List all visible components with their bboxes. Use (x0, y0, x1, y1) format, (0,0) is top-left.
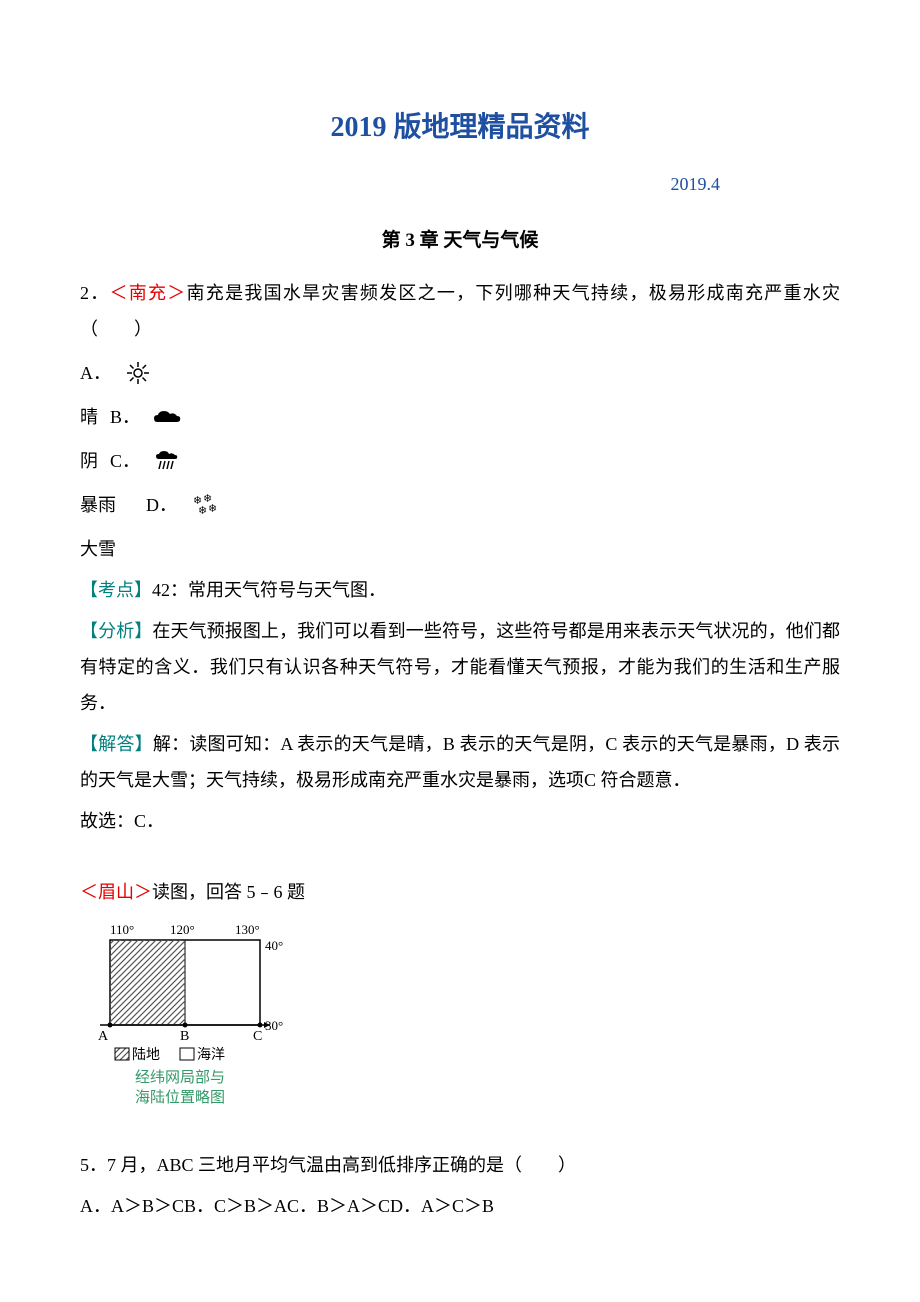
kaodian-label: 【考点】 (80, 580, 152, 600)
lon-120: 120° (170, 922, 195, 937)
q2-option-d: 暴雨 D． ❄ ❄ ❄ ❄ (80, 487, 840, 523)
svg-text:❄: ❄ (208, 503, 217, 515)
meishan-intro: ＜眉山＞读图，回答 5﹣6 题 (80, 874, 840, 910)
map-caption-2: 海陆位置略图 (135, 1089, 225, 1106)
point-b: B (180, 1029, 189, 1044)
q2-option-a: A． (80, 355, 840, 391)
q2-fenxi: 【分析】在天气预报图上，我们可以看到一些符号，这些符号都是用来表示天气状况的，他… (80, 613, 840, 721)
q2-guxuan: 故选：C． (80, 803, 840, 839)
legend-land: 陆地 (132, 1047, 160, 1063)
option-text: 晴 (80, 399, 98, 435)
jieda-label: 【解答】 (80, 734, 153, 754)
q2-option-d-text: 大雪 (80, 531, 840, 567)
map-caption-1: 经纬网局部与 (135, 1069, 225, 1086)
option-text: 阴 (80, 443, 98, 479)
document-title: 2019 版地理精品资料 (80, 100, 840, 156)
svg-text:❄: ❄ (198, 505, 207, 517)
spacer (80, 844, 840, 874)
q5-stem-text: 7 月，ABC 三地月平均气温由高到低排序正确的是（ ） (107, 1155, 576, 1175)
q2-kaodian: 【考点】42：常用天气符号与天气图． (80, 572, 840, 608)
q2-option-b: 晴 B． (80, 399, 840, 435)
meishan-tag: ＜眉山＞ (80, 882, 152, 902)
lon-110: 110° (110, 922, 134, 937)
lat-40: 40° (265, 938, 283, 953)
q2-stem: 2．＜南充＞南充是我国水旱灾害频发区之一，下列哪种天气持续，极易形成南充严重水灾… (80, 275, 840, 347)
q2-option-c: 阴 C． (80, 443, 840, 479)
option-label: C． (110, 443, 140, 479)
point-c: C (253, 1029, 262, 1044)
sunny-icon (123, 361, 153, 385)
q2-location-tag: ＜南充＞ (110, 283, 186, 303)
map-figure: 110° 120° 130° 40° 30° A B C 陆地 海洋 经纬网局部… (80, 920, 840, 1132)
jieda-text: 解：读图可知：A 表示的天气是晴，B 表示的天气是阴，C 表示的天气是暴雨，D … (80, 734, 840, 790)
point-a: A (98, 1029, 109, 1044)
fenxi-label: 【分析】 (80, 621, 152, 641)
option-label: B． (110, 399, 140, 435)
document-date: 2019.4 (80, 166, 840, 202)
chapter-title: 第 3 章 天气与气候 (80, 222, 840, 260)
q5-prefix: 5． (80, 1155, 107, 1175)
q5-options: A．A＞B＞CB．C＞B＞AC．B＞A＞CD．A＞C＞B (80, 1188, 840, 1224)
option-text: 暴雨 (80, 487, 116, 523)
q2-jieda: 【解答】解：读图可知：A 表示的天气是晴，B 表示的天气是阴，C 表示的天气是暴… (80, 726, 840, 798)
lon-130: 130° (235, 922, 260, 937)
heavy-rain-icon (152, 449, 182, 473)
kaodian-text: 42：常用天气符号与天气图． (152, 580, 386, 600)
option-label: D． (146, 487, 177, 523)
meishan-text: 读图，回答 5﹣6 题 (152, 882, 305, 902)
option-label: A． (80, 355, 111, 391)
heavy-snow-icon: ❄ ❄ ❄ ❄ (189, 493, 219, 517)
q2-stem-text: 南充是我国水旱灾害频发区之一，下列哪种天气持续，极易形成南充严重水灾（ ） (80, 283, 840, 339)
fenxi-text: 在天气预报图上，我们可以看到一些符号，这些符号都是用来表示天气状况的，他们都有特… (80, 621, 840, 713)
q2-prefix: 2． (80, 283, 110, 303)
legend-sea: 海洋 (197, 1047, 225, 1063)
cloudy-icon (152, 405, 182, 429)
q5-stem: 5．7 月，ABC 三地月平均气温由高到低排序正确的是（ ） (80, 1147, 840, 1183)
